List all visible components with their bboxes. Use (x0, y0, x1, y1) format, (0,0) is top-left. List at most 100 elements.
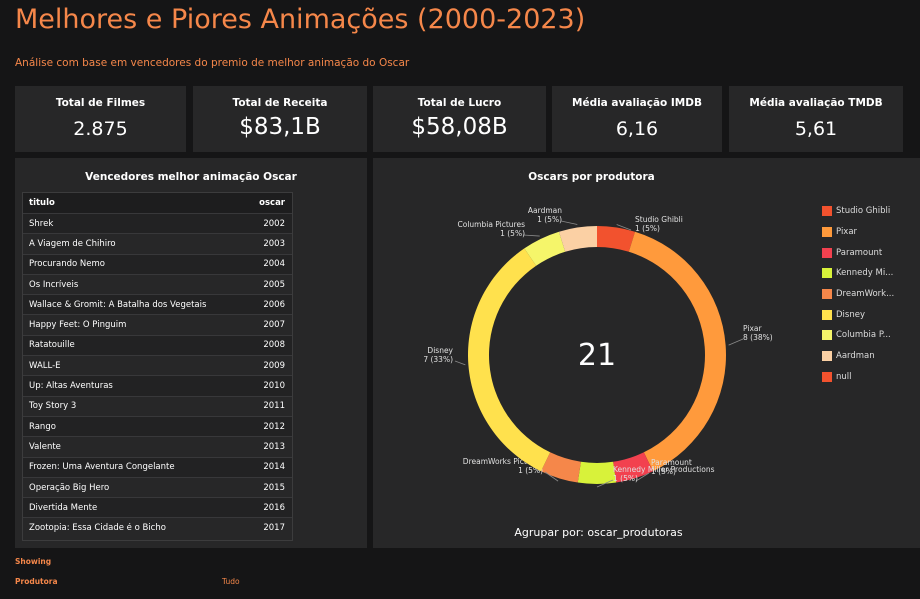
donut-slice[interactable] (468, 248, 551, 472)
winners-table[interactable]: titulo oscar Shrek 2002 A Viagem de Chihir… (22, 192, 293, 541)
cell-oscar: 2014 (263, 462, 285, 473)
cell-oscar: 2003 (263, 238, 285, 249)
cell-oscar: 2004 (263, 259, 285, 270)
kpi-label: Média avaliação TMDB (749, 97, 883, 109)
table-row[interactable]: Ratatouille 2008 (23, 334, 292, 356)
kpi-value: 5,61 (794, 118, 838, 140)
cell-titulo: Divertida Mente (29, 502, 98, 513)
slice-leader-line (635, 472, 650, 482)
slice-label-name: Pixar (743, 324, 762, 333)
cell-titulo: A Viagem de Chihiro (29, 238, 116, 249)
slice-label-name: Studio Ghibli (635, 215, 683, 224)
slice-label-value: 1 (5%) (518, 466, 543, 475)
table-row[interactable]: Rango 2012 (23, 415, 292, 437)
column-header-oscar[interactable]: oscar (259, 198, 285, 208)
table-row[interactable]: Divertida Mente 2016 (23, 497, 292, 518)
legend-item[interactable]: DreamWork... (822, 284, 894, 305)
cell-titulo: Shrek (29, 218, 54, 229)
legend-item[interactable]: Kennedy Mi... (822, 263, 894, 284)
legend-swatch (822, 330, 832, 341)
cell-titulo: Os Incríveis (29, 279, 79, 290)
filter-produtora-value[interactable]: Tudo (222, 577, 240, 586)
slice-label-name: Paramount (651, 458, 692, 467)
legend-swatch (822, 247, 832, 258)
legend-swatch (822, 351, 832, 362)
donut-slice[interactable] (524, 231, 566, 266)
cell-oscar: 2009 (263, 360, 285, 371)
chart-legend[interactable]: Studio Ghibli Pixar Paramount Kennedy Mi...… (822, 201, 894, 387)
table-row[interactable]: Procurando Nemo 2004 (23, 253, 292, 274)
slice-label-name: Disney (427, 346, 453, 355)
column-header-titulo[interactable]: titulo (29, 198, 55, 208)
cell-oscar: 2005 (263, 279, 285, 290)
slice-label-value: 1 (5%) (635, 224, 660, 233)
legend-label: DreamWork... (836, 289, 895, 300)
cell-titulo: Valente (29, 441, 61, 452)
donut-slice[interactable] (628, 231, 726, 472)
legend-swatch (822, 371, 832, 382)
legend-label: Kennedy Mi... (836, 268, 894, 279)
legend-item[interactable]: Disney (822, 304, 894, 325)
table-row[interactable]: A Viagem de Chihiro 2003 (23, 233, 292, 253)
table-body: Shrek 2002 A Viagem de Chihiro 2003 Procuran… (23, 213, 292, 538)
kpi-label: Total de Lucro (417, 97, 502, 109)
legend-label: Pixar (836, 227, 858, 238)
slice-leader-line (596, 479, 614, 488)
cell-oscar: 2006 (263, 299, 285, 310)
slice-label-value: 1 (5%) (613, 474, 638, 483)
kpi-label: Total de Filmes (55, 97, 146, 109)
table-row[interactable]: Happy Feet: O Pinguim 2007 (23, 314, 292, 334)
table-row[interactable]: Os Incríveis 2005 (23, 273, 292, 294)
legend-item[interactable]: Pixar (822, 222, 894, 243)
legend-item[interactable]: Studio Ghibli (822, 201, 894, 222)
donut-slice[interactable] (577, 461, 617, 485)
cell-titulo: Zootopia: Essa Cidade é o Bicho (29, 523, 166, 534)
cell-titulo: Wallace & Gromit: A Batalha dos Vegetais (29, 299, 207, 310)
table-row[interactable]: Toy Story 3 2011 (23, 395, 292, 416)
legend-label: Aardman (836, 351, 875, 362)
legend-swatch (822, 206, 832, 217)
legend-label: Disney (836, 309, 865, 320)
kpi-media-tmdb[interactable]: Média avaliação TMDB 5,61 (729, 86, 903, 152)
table-row[interactable]: Zootopia: Essa Cidade é o Bicho 2017 (23, 517, 292, 537)
cell-oscar: 2016 (263, 502, 285, 513)
slice-leader-line (728, 338, 744, 346)
legend-label: null (836, 371, 852, 382)
kpi-label: Total de Receita (232, 97, 328, 109)
kpi-total-receita[interactable]: Total de Receita $83,1B (193, 86, 367, 152)
slice-label-name: Aardman (528, 206, 562, 215)
table-row[interactable]: Operação Big Hero 2015 (23, 476, 292, 497)
donut-slice[interactable] (558, 226, 597, 252)
legend-label: Paramount (836, 247, 883, 258)
donut-slice[interactable] (613, 452, 653, 483)
slice-label-name: Columbia Pictures (458, 220, 526, 229)
cell-oscar: 2015 (263, 482, 285, 493)
legend-swatch (822, 289, 832, 300)
legend-item[interactable]: Columbia P... (822, 325, 894, 346)
kpi-media-imdb[interactable]: Média avaliação IMDB 6,16 (552, 86, 722, 152)
table-row[interactable]: Valente 2013 (23, 436, 292, 456)
table-row[interactable]: WALL-E 2009 (23, 355, 292, 375)
cell-oscar: 2011 (263, 401, 285, 412)
kpi-total-filmes[interactable]: Total de Filmes 2.875 (15, 86, 186, 152)
donut-slice[interactable] (597, 226, 636, 252)
cell-titulo: Up: Altas Aventuras (29, 381, 113, 392)
cell-oscar: 2002 (263, 218, 285, 229)
legend-item[interactable]: null (822, 367, 894, 388)
cell-titulo: Toy Story 3 (29, 401, 77, 412)
donut-slice[interactable] (541, 452, 581, 483)
table-row[interactable]: Shrek 2002 (23, 213, 292, 234)
chart-title: Oscars por produtora (528, 171, 655, 183)
table-row[interactable]: Frozen: Uma Aventura Congelante 2014 (23, 456, 292, 477)
kpi-value: 2.875 (73, 118, 128, 140)
legend-item[interactable]: Paramount (822, 242, 894, 263)
table-row[interactable]: Up: Altas Aventuras 2010 (23, 375, 292, 396)
showing-label: Showing (15, 557, 52, 566)
kpi-total-lucro[interactable]: Total de Lucro $58,08B (373, 86, 546, 152)
table-row[interactable]: Wallace & Gromit: A Batalha dos Vegetais… (23, 294, 292, 315)
cell-oscar: 2013 (263, 441, 285, 452)
legend-item[interactable]: Aardman (822, 346, 894, 367)
legend-swatch (822, 227, 832, 238)
cell-oscar: 2008 (263, 340, 285, 351)
